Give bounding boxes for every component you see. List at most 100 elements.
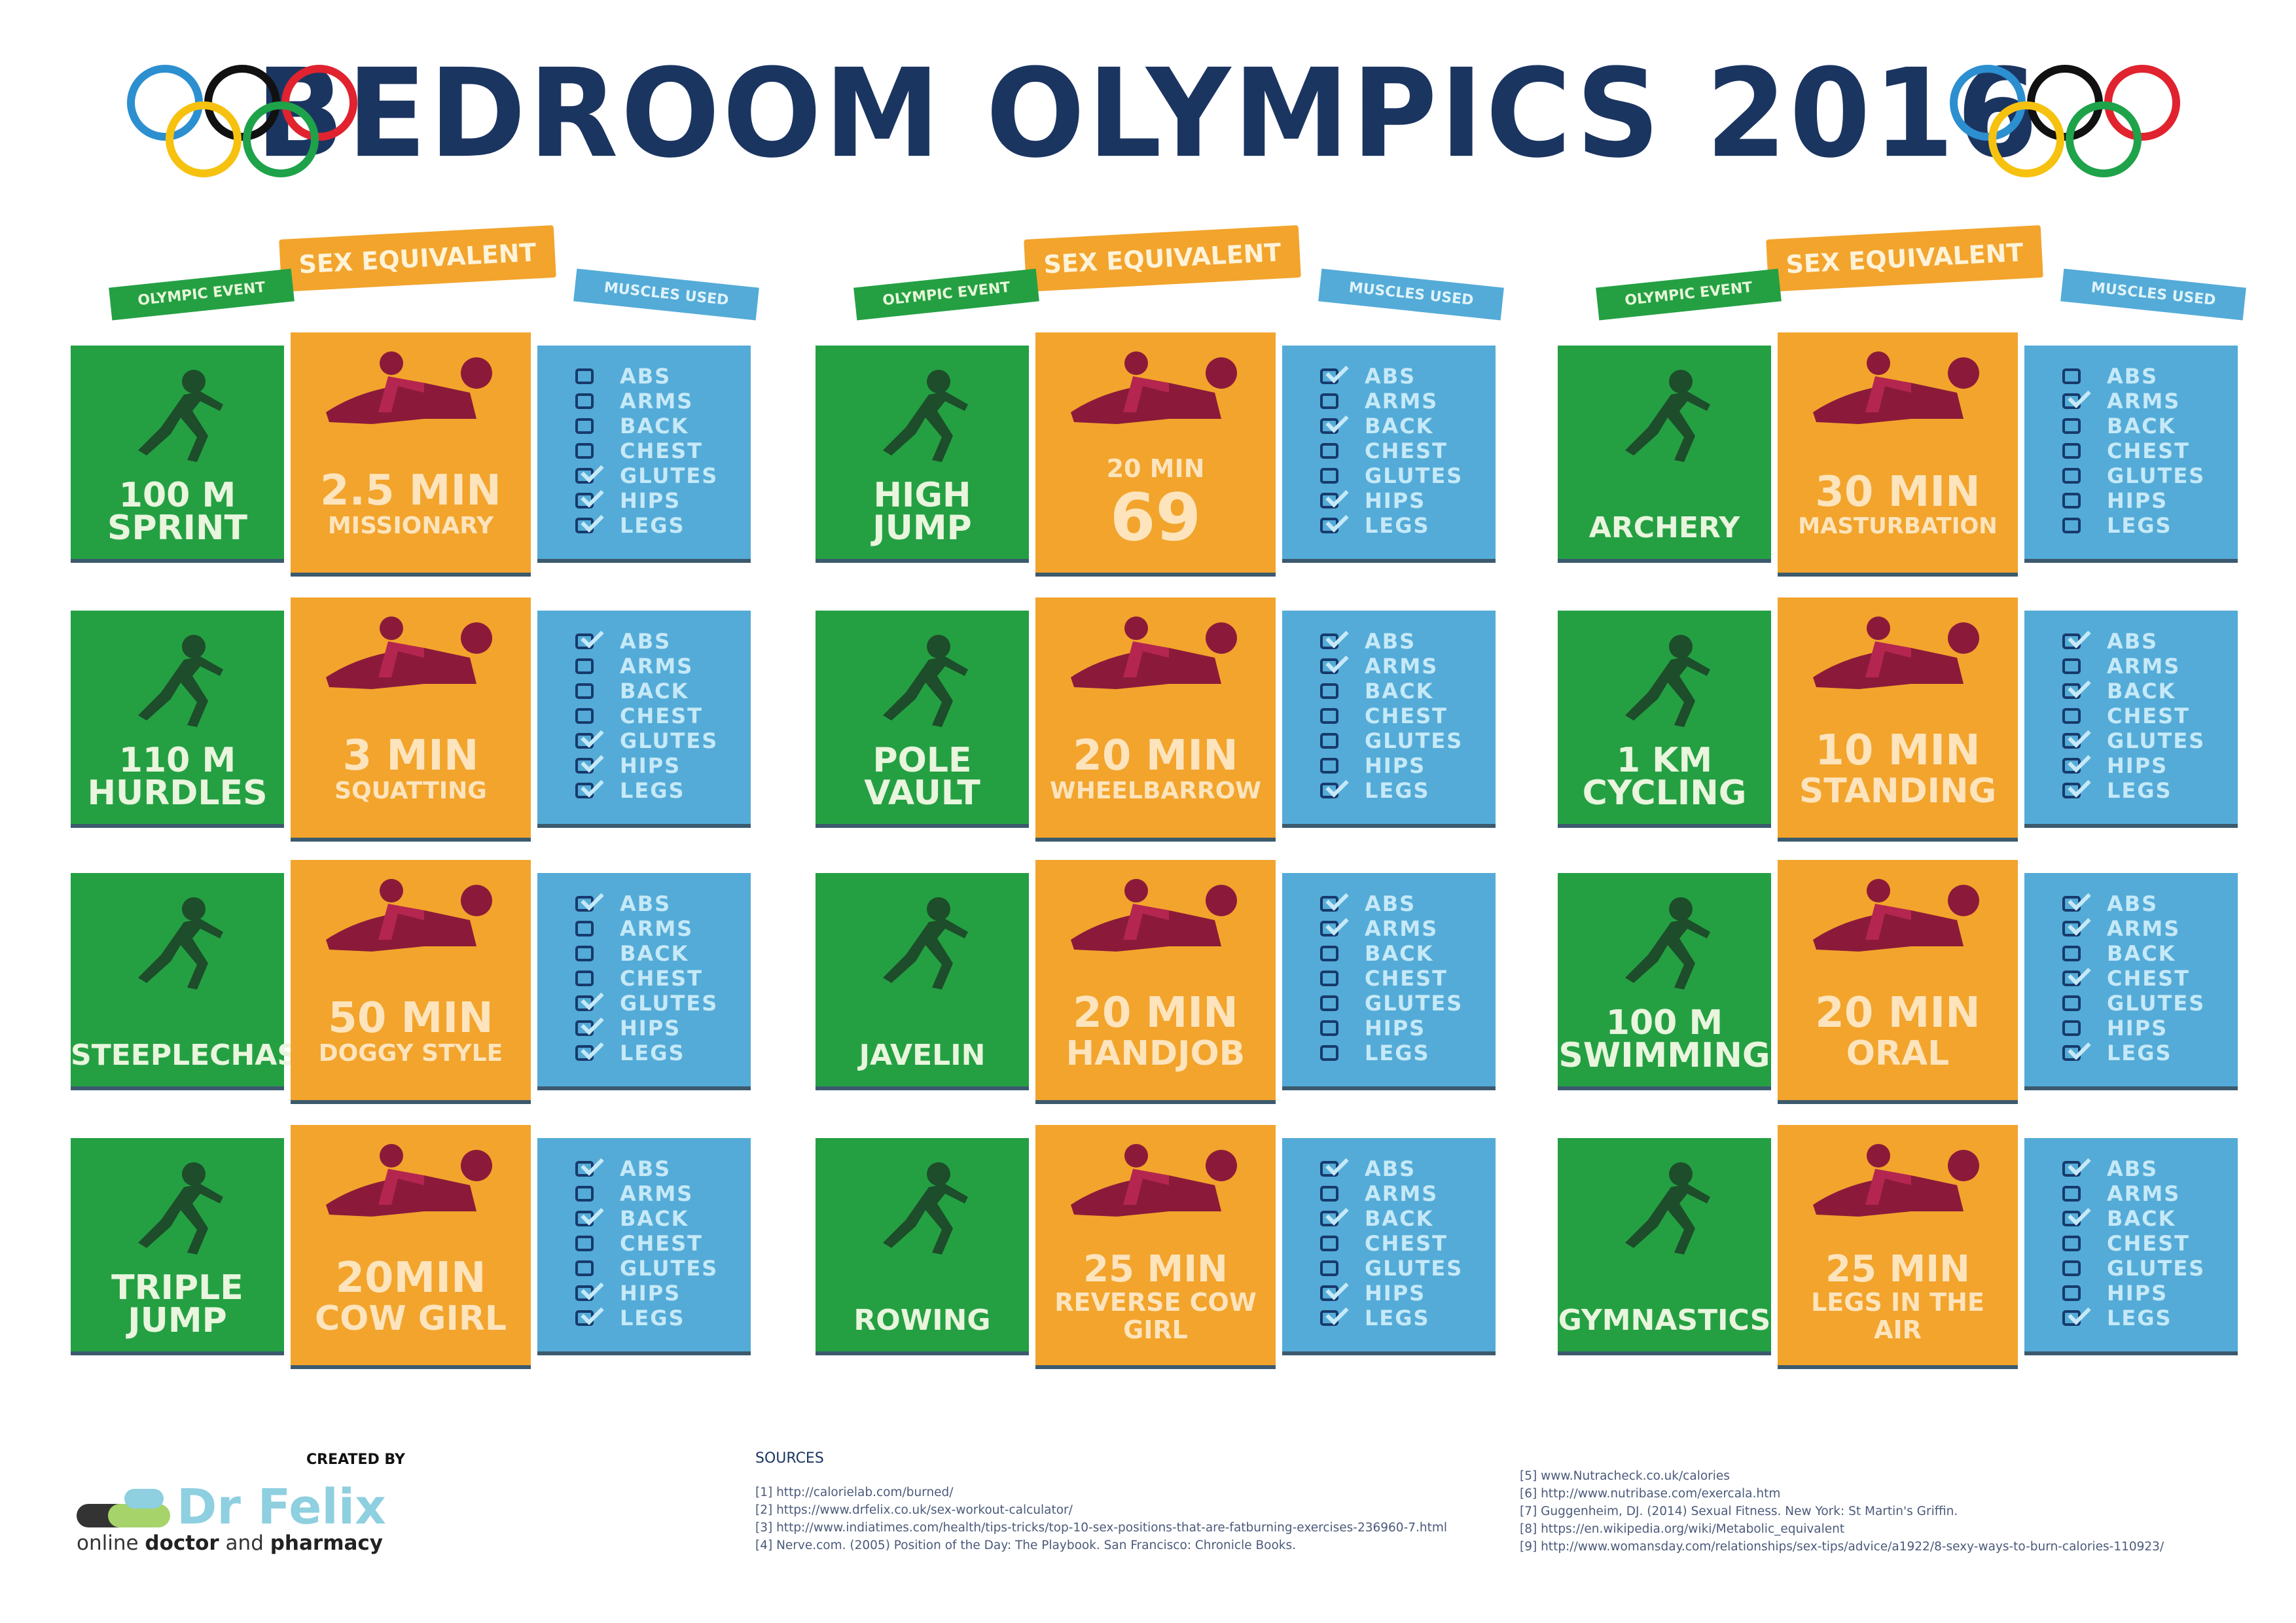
event-name: 110 M HURDLES <box>71 743 284 810</box>
muscle-item: GLUTES <box>1320 728 1463 753</box>
unchecked-checkbox-icon[interactable] <box>2062 1020 2081 1036</box>
unchecked-checkbox-icon[interactable] <box>575 708 594 724</box>
checked-checkbox-icon[interactable] <box>2062 1211 2081 1226</box>
checked-checkbox-icon[interactable] <box>1320 633 1338 649</box>
unchecked-checkbox-icon[interactable] <box>2062 1285 2081 1301</box>
unchecked-checkbox-icon[interactable] <box>575 1236 594 1251</box>
checked-checkbox-icon[interactable] <box>1320 896 1338 912</box>
checked-checkbox-icon[interactable] <box>2062 1161 2081 1177</box>
checked-checkbox-icon[interactable] <box>575 758 594 774</box>
unchecked-checkbox-icon[interactable] <box>1320 971 1338 986</box>
unchecked-checkbox-icon[interactable] <box>575 971 594 986</box>
unchecked-checkbox-icon[interactable] <box>2062 518 2081 533</box>
checked-checkbox-icon[interactable] <box>2062 633 2081 649</box>
unchecked-checkbox-icon[interactable] <box>575 683 594 699</box>
sex-duration: 25 MIN <box>1083 1248 1228 1291</box>
dr-felix-logo[interactable]: Dr Felix online doctor and pharmacy <box>75 1479 416 1558</box>
unchecked-checkbox-icon[interactable] <box>1320 1260 1338 1276</box>
sex-position: WHEELBARROW <box>1049 777 1261 804</box>
unchecked-checkbox-icon[interactable] <box>1320 1020 1338 1036</box>
checked-checkbox-icon[interactable] <box>575 1020 594 1036</box>
checked-checkbox-icon[interactable] <box>2062 921 2081 936</box>
muscle-checklist: ABS ARMS BACK CHEST GLUTES HIPS LEGS <box>575 1156 718 1330</box>
unchecked-checkbox-icon[interactable] <box>1320 758 1338 774</box>
checked-checkbox-icon[interactable] <box>1320 921 1338 936</box>
unchecked-checkbox-icon[interactable] <box>575 393 594 409</box>
checked-checkbox-icon[interactable] <box>2062 1045 2081 1061</box>
checked-checkbox-icon[interactable] <box>575 518 594 533</box>
unchecked-checkbox-icon[interactable] <box>575 443 594 459</box>
checked-checkbox-icon[interactable] <box>575 493 594 508</box>
unchecked-checkbox-icon[interactable] <box>1320 1045 1338 1061</box>
unchecked-checkbox-icon[interactable] <box>1320 995 1338 1011</box>
checked-checkbox-icon[interactable] <box>1320 418 1338 434</box>
unchecked-checkbox-icon[interactable] <box>2062 995 2081 1011</box>
unchecked-checkbox-icon[interactable] <box>2062 708 2081 724</box>
checked-checkbox-icon[interactable] <box>2062 683 2081 699</box>
muscle-checklist: ABS ARMS BACK CHEST GLUTES HIPS LEGS <box>2062 629 2205 803</box>
unchecked-checkbox-icon[interactable] <box>1320 733 1338 749</box>
checked-checkbox-icon[interactable] <box>2062 758 2081 774</box>
checked-checkbox-icon[interactable] <box>1320 1285 1338 1301</box>
muscle-label: LEGS <box>1365 778 1430 803</box>
unchecked-checkbox-icon[interactable] <box>575 418 594 434</box>
checked-checkbox-icon[interactable] <box>2062 971 2081 986</box>
checked-checkbox-icon[interactable] <box>2062 393 2081 409</box>
event-name-line: 100 M <box>1605 1003 1723 1043</box>
unchecked-checkbox-icon[interactable] <box>2062 1236 2081 1251</box>
unchecked-checkbox-icon[interactable] <box>2062 418 2081 434</box>
unchecked-checkbox-icon[interactable] <box>2062 1186 2081 1202</box>
unchecked-checkbox-icon[interactable] <box>1320 468 1338 484</box>
muscle-item: LEGS <box>2062 1041 2205 1065</box>
checked-checkbox-icon[interactable] <box>2062 896 2081 912</box>
checked-checkbox-icon[interactable] <box>2062 783 2081 798</box>
unchecked-checkbox-icon[interactable] <box>2062 658 2081 674</box>
checked-checkbox-icon[interactable] <box>575 896 594 912</box>
unchecked-checkbox-icon[interactable] <box>1320 946 1338 961</box>
checked-checkbox-icon[interactable] <box>575 1211 594 1226</box>
unchecked-checkbox-icon[interactable] <box>1320 708 1338 724</box>
unchecked-checkbox-icon[interactable] <box>2062 493 2081 508</box>
unchecked-checkbox-icon[interactable] <box>1320 393 1338 409</box>
unchecked-checkbox-icon[interactable] <box>2062 443 2081 459</box>
checked-checkbox-icon[interactable] <box>2062 1310 2081 1326</box>
checked-checkbox-icon[interactable] <box>575 468 594 484</box>
checked-checkbox-icon[interactable] <box>2062 733 2081 749</box>
unchecked-checkbox-icon[interactable] <box>1320 683 1338 699</box>
checked-checkbox-icon[interactable] <box>575 1285 594 1301</box>
checked-checkbox-icon[interactable] <box>1320 493 1338 508</box>
unchecked-checkbox-icon[interactable] <box>2062 468 2081 484</box>
checked-checkbox-icon[interactable] <box>1320 1310 1338 1326</box>
checked-checkbox-icon[interactable] <box>1320 1211 1338 1226</box>
checked-checkbox-icon[interactable] <box>1320 783 1338 798</box>
checked-checkbox-icon[interactable] <box>575 1310 594 1326</box>
unchecked-checkbox-icon[interactable] <box>575 658 594 674</box>
checked-checkbox-icon[interactable] <box>1320 368 1338 384</box>
checked-checkbox-icon[interactable] <box>575 995 594 1011</box>
muscle-item: GLUTES <box>2062 991 2205 1016</box>
muscle-item: HIPS <box>575 1281 718 1306</box>
unchecked-checkbox-icon[interactable] <box>575 921 594 936</box>
unchecked-checkbox-icon[interactable] <box>2062 368 2081 384</box>
unchecked-checkbox-icon[interactable] <box>2062 946 2081 961</box>
unchecked-checkbox-icon[interactable] <box>575 368 594 384</box>
muscle-item: HIPS <box>1320 1016 1463 1041</box>
unchecked-checkbox-icon[interactable] <box>1320 1186 1338 1202</box>
muscle-label: BACK <box>620 941 689 966</box>
checked-checkbox-icon[interactable] <box>575 1045 594 1061</box>
checked-checkbox-icon[interactable] <box>575 783 594 798</box>
checked-checkbox-icon[interactable] <box>575 733 594 749</box>
unchecked-checkbox-icon[interactable] <box>1320 1236 1338 1251</box>
checked-checkbox-icon[interactable] <box>575 1161 594 1177</box>
checked-checkbox-icon[interactable] <box>1320 658 1338 674</box>
checked-checkbox-icon[interactable] <box>1320 518 1338 533</box>
unchecked-checkbox-icon[interactable] <box>2062 1260 2081 1276</box>
checked-checkbox-icon[interactable] <box>575 633 594 649</box>
unchecked-checkbox-icon[interactable] <box>575 946 594 961</box>
muscle-label: ARMS <box>1365 916 1439 941</box>
unchecked-checkbox-icon[interactable] <box>575 1260 594 1276</box>
unchecked-checkbox-icon[interactable] <box>1320 443 1338 459</box>
event-name-line: ARCHERY <box>1588 511 1740 544</box>
unchecked-checkbox-icon[interactable] <box>575 1186 594 1202</box>
checked-checkbox-icon[interactable] <box>1320 1161 1338 1177</box>
